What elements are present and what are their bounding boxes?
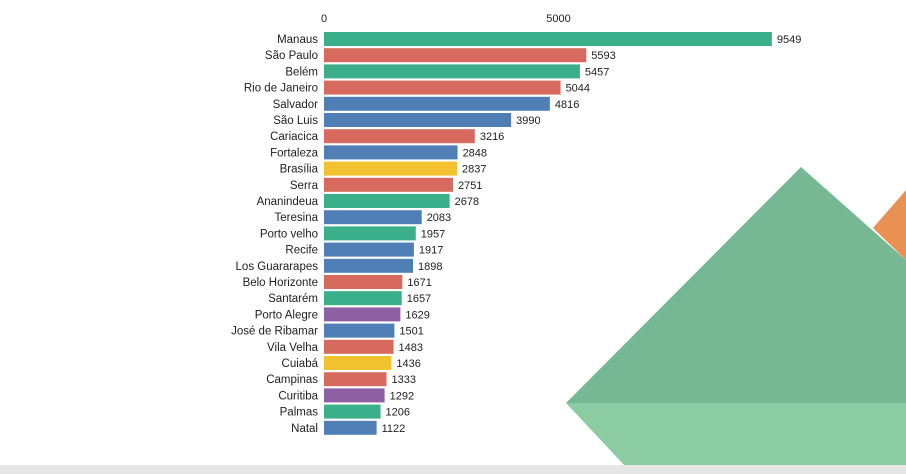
bar	[324, 48, 587, 63]
category-label: Brasília	[280, 164, 319, 176]
value-label: 1333	[392, 374, 416, 386]
bar	[324, 145, 458, 160]
value-label: 1483	[399, 342, 423, 354]
bar	[324, 80, 561, 95]
category-label: Belém	[285, 66, 318, 78]
category-label: Salvador	[273, 99, 319, 111]
decorative-shapes	[566, 167, 906, 466]
value-label: 1206	[386, 407, 410, 419]
decorative-light-green-triangle	[566, 403, 906, 466]
bar	[324, 113, 512, 127]
value-label: 1671	[407, 277, 431, 289]
bar	[324, 307, 401, 322]
bar	[324, 291, 402, 306]
category-label: Cariacica	[270, 131, 319, 143]
decorative-dark-green-triangle	[566, 167, 906, 403]
category-label: Porto Alegre	[255, 309, 318, 321]
value-label: 5044	[566, 83, 590, 95]
category-label: Los Guararapes	[236, 261, 319, 273]
category-label: Curitiba	[278, 390, 318, 402]
value-label: 1436	[396, 358, 420, 370]
bar	[324, 96, 550, 111]
value-label: 3990	[516, 115, 540, 127]
category-label: Vila Velha	[267, 342, 319, 354]
value-label: 1917	[419, 245, 443, 257]
bar	[324, 356, 392, 370]
category-label: Palmas	[280, 407, 319, 419]
bar	[324, 210, 422, 225]
value-label: 1957	[421, 228, 445, 240]
x-tick-label: 5000	[546, 13, 570, 25]
category-label: Santarém	[268, 293, 318, 305]
value-label: 1501	[399, 326, 423, 338]
bar	[324, 129, 475, 144]
value-label: 2837	[462, 164, 486, 176]
bar	[324, 177, 454, 192]
value-label: 3216	[480, 131, 504, 143]
value-label: 2848	[463, 147, 487, 159]
category-label: Porto velho	[260, 228, 318, 240]
value-label: 1629	[405, 309, 429, 321]
value-label: 1898	[418, 261, 442, 273]
value-label: 9549	[777, 34, 801, 46]
category-label: Belo Horizonte	[243, 277, 318, 289]
bar	[324, 161, 458, 176]
value-label: 1657	[407, 293, 431, 305]
bar	[324, 226, 416, 241]
bar	[324, 339, 394, 354]
category-label: Teresina	[275, 212, 319, 224]
bar	[324, 32, 772, 46]
bar	[324, 388, 385, 403]
bar	[324, 275, 403, 289]
value-label: 1292	[390, 390, 414, 402]
footer-bar	[0, 465, 906, 474]
bar	[324, 242, 414, 257]
value-label: 4816	[555, 99, 579, 111]
category-label: José de Ribamar	[231, 326, 318, 338]
category-label: Recife	[285, 245, 318, 257]
value-label: 5457	[585, 66, 609, 78]
bar	[324, 404, 381, 419]
category-label: São Luis	[273, 115, 318, 127]
category-label: Serra	[290, 180, 319, 192]
bar	[324, 372, 387, 387]
bar	[324, 420, 377, 435]
value-label: 5593	[591, 50, 615, 62]
bar	[324, 194, 450, 208]
category-label: São Paulo	[265, 50, 318, 62]
bar	[324, 64, 580, 79]
bar	[324, 258, 414, 273]
bar	[324, 323, 395, 338]
category-label: Natal	[291, 423, 318, 435]
value-label: 2751	[458, 180, 482, 192]
category-label: Cuiabá	[282, 358, 319, 370]
x-tick-label: 0	[321, 13, 327, 25]
category-label: Ananindeua	[257, 196, 319, 208]
category-label: Rio de Janeiro	[244, 83, 318, 95]
value-label: 2678	[455, 196, 479, 208]
category-label: Campinas	[266, 374, 318, 386]
decorative-orange-triangle	[873, 190, 906, 260]
bar-series: Manaus 9549 São Paulo 5593 Belém 5457 Rio de J…	[231, 32, 801, 435]
category-label: Fortaleza	[270, 147, 319, 159]
value-label: 1122	[382, 423, 406, 435]
value-label: 2083	[427, 212, 451, 224]
category-label: Manaus	[277, 34, 318, 46]
x-axis-ticks: 0 5000	[321, 13, 571, 25]
